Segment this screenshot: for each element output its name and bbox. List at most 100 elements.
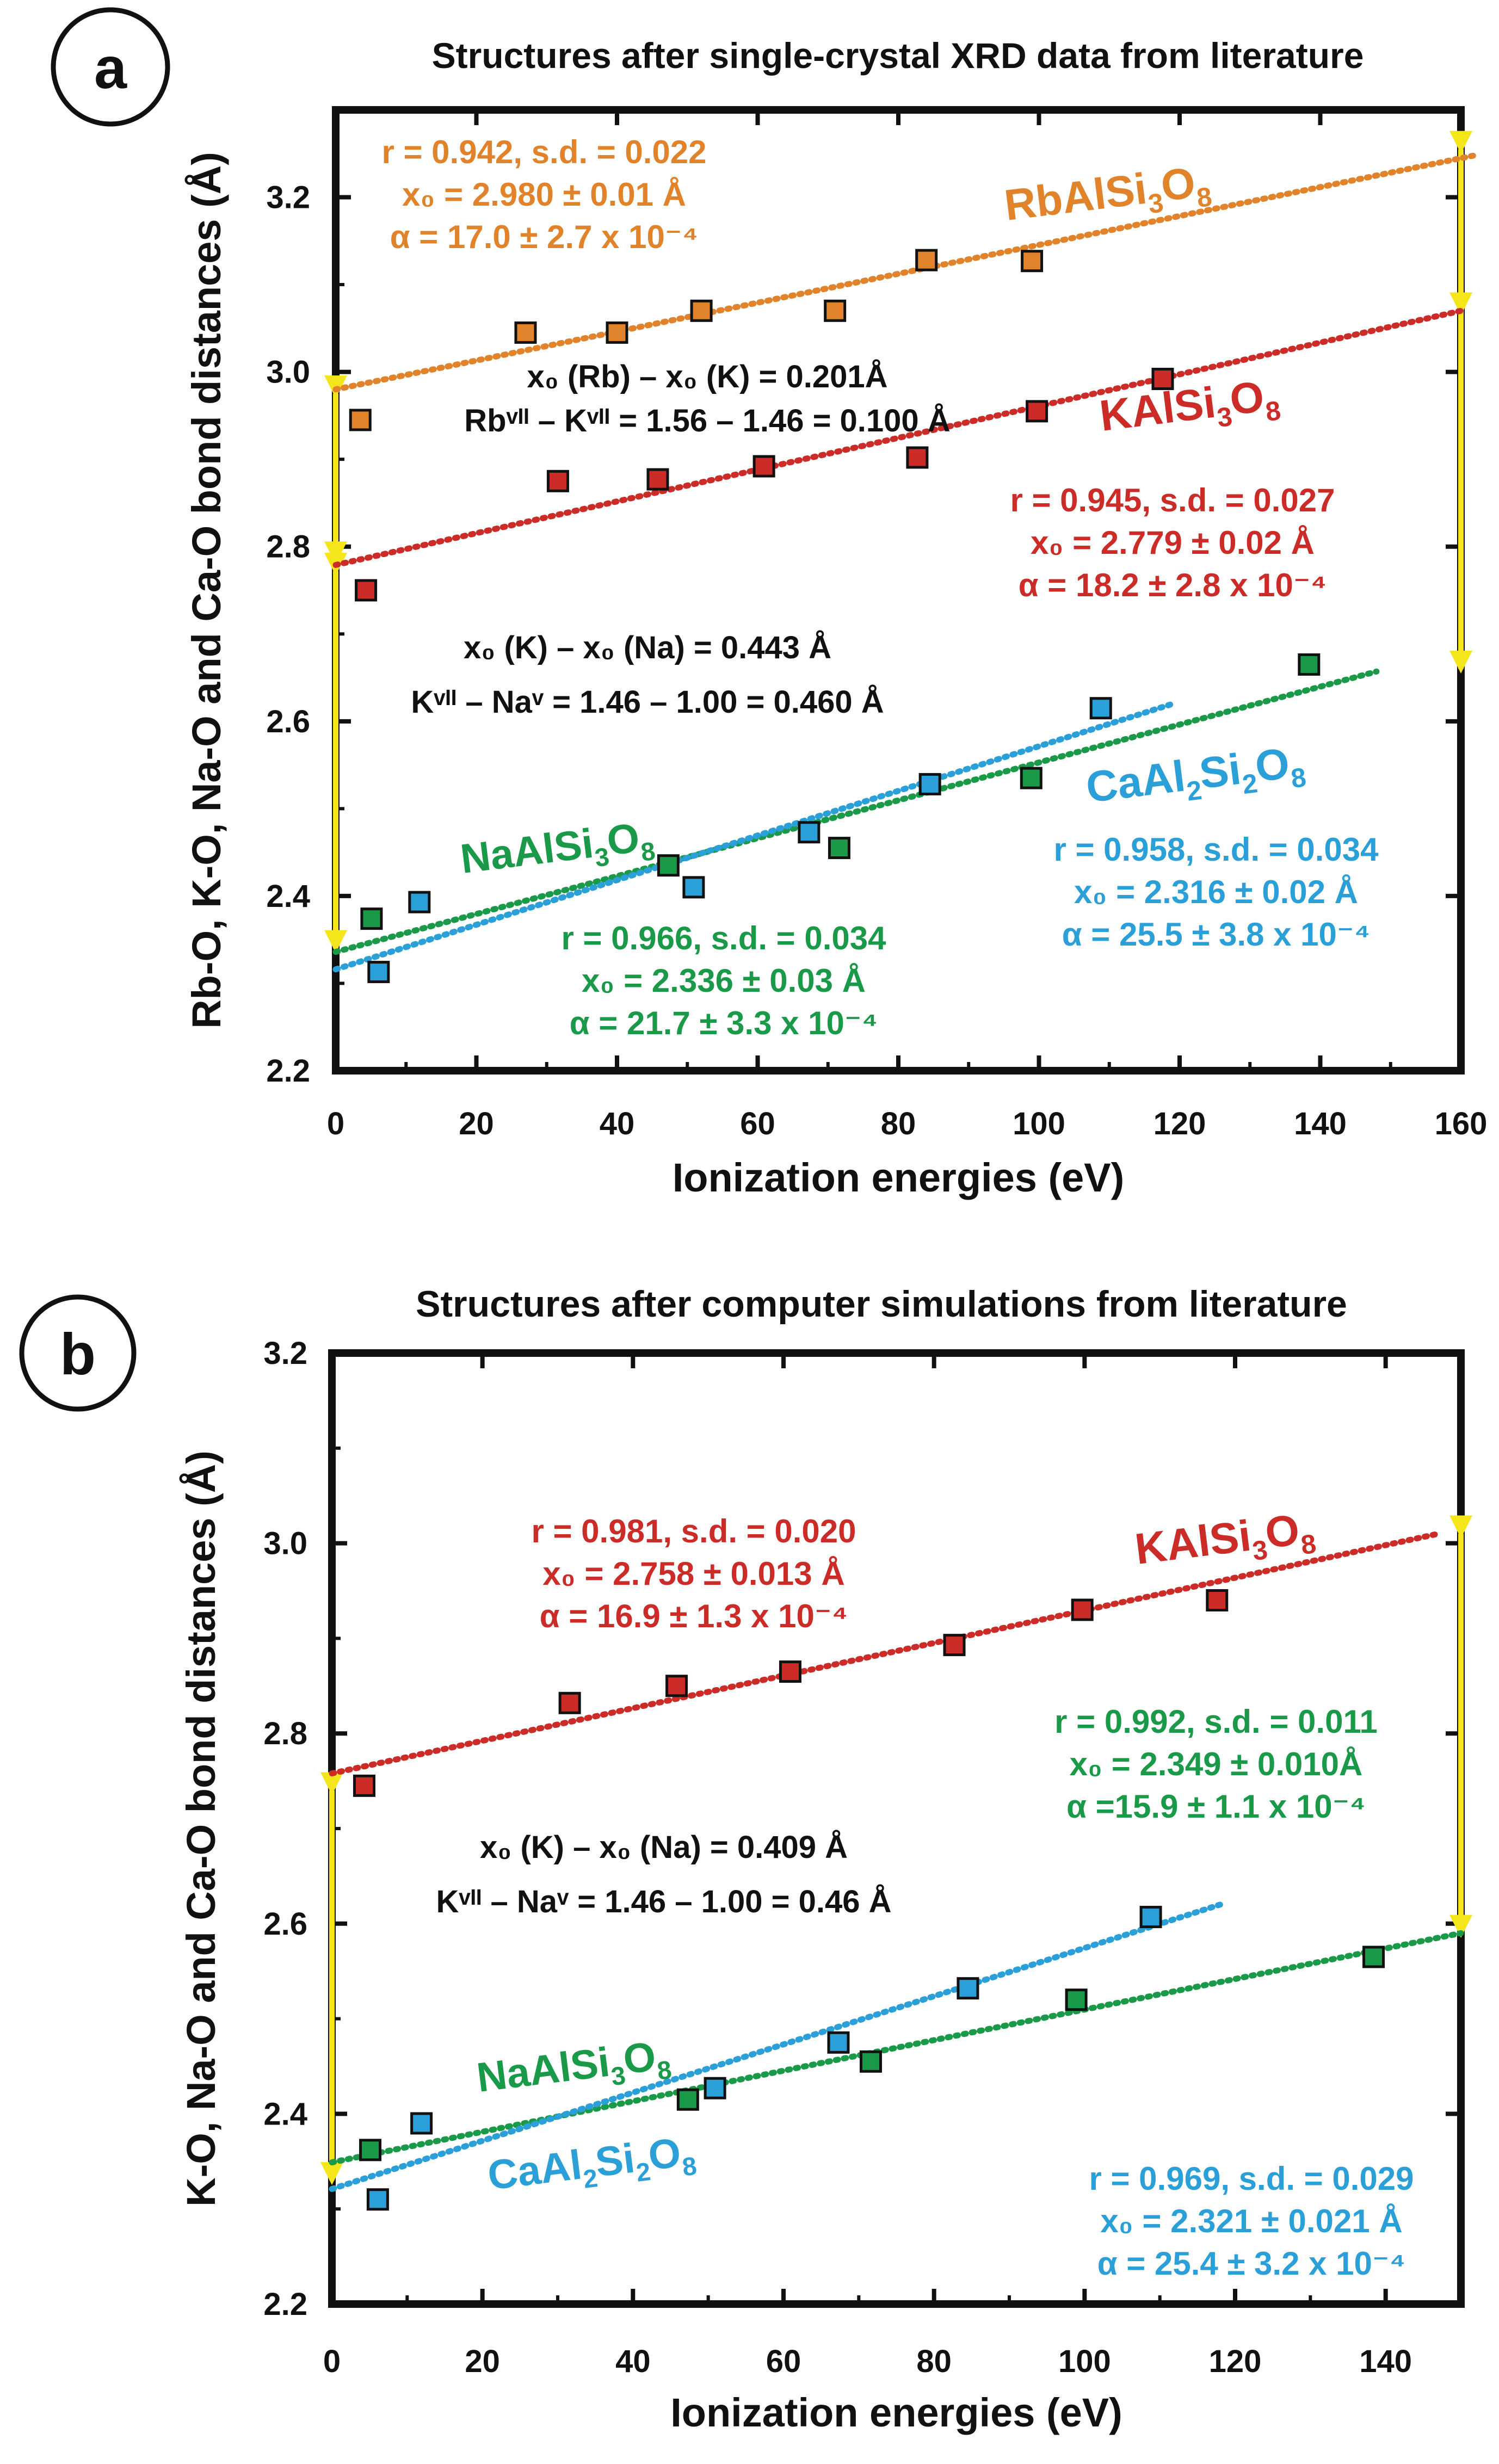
data-point-red	[353, 1774, 375, 1797]
data-point-red	[906, 446, 929, 469]
stats-alpha-blue: α = 25.4 ± 3.2 x 10⁻⁴	[1097, 2245, 1406, 2282]
annotation-difference: x₀ (K) – x₀ (Na) = 0.443 Å	[464, 630, 831, 665]
data-point-blue	[704, 2077, 726, 2099]
stats-r-blue: r = 0.958, s.d. = 0.034	[1053, 831, 1379, 868]
series-label-red: KAlSi3O8	[1097, 370, 1282, 447]
data-point-blue	[408, 891, 431, 913]
data-point-orange	[915, 249, 938, 271]
x-tick-label: 120	[1209, 2344, 1262, 2379]
x-tick-label: 80	[916, 2344, 952, 2379]
data-point-green	[676, 2088, 699, 2111]
x-tick-label: 0	[327, 1106, 344, 1141]
y-tick-label: 3.0	[263, 1526, 307, 1561]
data-point-red	[646, 468, 669, 491]
data-point-blue	[918, 773, 941, 795]
data-point-orange	[824, 299, 847, 322]
fit-line-blue	[329, 1901, 1223, 2192]
y-tick-label: 2.4	[266, 879, 310, 914]
stats-x0-blue: x₀ = 2.316 ± 0.02 Å	[1074, 874, 1358, 910]
data-point-red	[1071, 1598, 1094, 1621]
data-point-blue	[682, 876, 705, 899]
chart-title: Structures after computer simulations fr…	[416, 1283, 1347, 1325]
data-point-green	[360, 907, 383, 930]
data-point-orange	[1021, 250, 1044, 273]
data-point-red	[546, 470, 569, 492]
stats-r-blue: r = 0.969, s.d. = 0.029	[1089, 2160, 1414, 2197]
stats-alpha-blue: α = 25.5 ± 3.8 x 10⁻⁴	[1062, 916, 1371, 953]
chart-title: Structures after single-crystal XRD data…	[432, 35, 1364, 76]
y-axis-label: K-O, Na-O and Ca-O bond distances (Å)	[178, 1450, 224, 2207]
stats-alpha-red: α = 16.9 ± 1.3 x 10⁻⁴	[540, 1598, 848, 1634]
stats-r-green: r = 0.992, s.d. = 0.011	[1054, 1703, 1378, 1740]
fit-line-green	[332, 668, 1380, 955]
y-tick-label: 2.8	[266, 529, 310, 565]
series-label-green: NaAlSi3O8	[474, 2031, 674, 2107]
y-tick-label: 2.4	[263, 2096, 307, 2132]
data-point-red	[665, 1675, 688, 1697]
data-point-green	[1298, 653, 1321, 676]
stats-x0-orange: x₀ = 2.980 ± 0.01 Å	[402, 176, 686, 213]
data-point-orange	[514, 321, 537, 344]
x-tick-label: 40	[600, 1106, 635, 1141]
x-tick-label: 40	[615, 2344, 651, 2379]
x-tick-label: 100	[1058, 2344, 1111, 2379]
x-tick-label: 120	[1153, 1106, 1206, 1141]
panel-letter: a	[94, 35, 127, 101]
y-tick-label: 3.2	[263, 1336, 307, 1371]
panel-b: b Structures after computer simulations f…	[19, 1283, 1472, 2435]
data-point-blue	[366, 2188, 389, 2211]
y-tick-label: 2.8	[263, 1716, 307, 1751]
y-tick-label: 2.2	[263, 2287, 307, 2322]
x-tick-label: 100	[1013, 1106, 1065, 1141]
stats-x0-green: x₀ = 2.349 ± 0.010Å	[1070, 1746, 1363, 1782]
stats-x0-red: x₀ = 2.779 ± 0.02 Å	[1031, 524, 1315, 561]
data-point-green	[359, 2139, 382, 2162]
data-point-blue	[827, 2031, 850, 2054]
data-point-red	[1026, 400, 1048, 423]
fit-line-red	[329, 1530, 1441, 1777]
data-point-red	[779, 1660, 801, 1683]
x-tick-label: 20	[465, 2344, 500, 2379]
stats-x0-blue: x₀ = 2.321 ± 0.021 Å	[1100, 2203, 1402, 2239]
y-tick-label: 2.6	[263, 1906, 307, 1942]
y-tick-label: 3.2	[266, 180, 310, 215]
panel-letter-circle	[51, 7, 170, 127]
x-tick-label: 140	[1294, 1106, 1347, 1141]
data-point-green	[1065, 1989, 1088, 2011]
annotation-difference: x₀ (Rb) – x₀ (K) = 0.201Å	[527, 359, 887, 394]
data-point-green	[657, 854, 680, 877]
stats-x0-green: x₀ = 2.336 ± 0.03 Å	[582, 962, 866, 999]
data-point-red	[943, 1634, 966, 1657]
stats-r-green: r = 0.966, s.d. = 0.034	[561, 920, 886, 956]
stats-r-red: r = 0.945, s.d. = 0.027	[1010, 482, 1335, 518]
data-point-red	[355, 579, 378, 602]
stats-r-red: r = 0.981, s.d. = 0.020	[531, 1513, 856, 1549]
data-point-green	[828, 837, 850, 860]
series-label-orange: RbAlSi3O8	[1002, 156, 1213, 237]
stats-r-orange: r = 0.942, s.d. = 0.022	[381, 134, 706, 170]
data-point-orange	[690, 299, 713, 322]
data-point-green	[1362, 1946, 1385, 1968]
data-point-red	[1151, 367, 1174, 390]
data-point-orange	[606, 321, 628, 344]
x-axis-label: Ionization energies (eV)	[670, 2390, 1122, 2435]
y-tick-label: 2.6	[266, 704, 310, 739]
data-point-red	[752, 455, 775, 478]
stats-alpha-green: α = 21.7 ± 3.3 x 10⁻⁴	[570, 1005, 878, 1041]
data-point-blue	[1089, 697, 1112, 720]
data-point-blue	[957, 1977, 979, 2000]
x-tick-label: 80	[881, 1106, 916, 1141]
y-tick-label: 2.2	[266, 1053, 310, 1089]
x-axis-label: Ionization energies (eV)	[673, 1155, 1125, 1200]
x-tick-label: 60	[766, 2344, 801, 2379]
panel-a: a Structures after single-crystal XRD dat…	[51, 7, 1487, 1200]
annotation-radii: Rbᵛᴵᴵ – Kᵛᴵᴵ = 1.56 – 1.46 = 0.100 Å	[464, 403, 950, 439]
annotation-radii: Kᵛᴵᴵ – Naᵛ = 1.46 – 1.00 = 0.46 Å	[436, 1884, 891, 1919]
panel-letter: b	[60, 1321, 96, 1387]
y-tick-label: 3.0	[266, 355, 310, 390]
stats-alpha-orange: α = 17.0 ± 2.7 x 10⁻⁴	[390, 219, 699, 255]
annotation-difference: x₀ (K) – x₀ (Na) = 0.409 Å	[480, 1830, 848, 1865]
series-label-blue: CaAl2Si2O8	[1083, 737, 1307, 819]
x-tick-label: 140	[1359, 2344, 1412, 2379]
